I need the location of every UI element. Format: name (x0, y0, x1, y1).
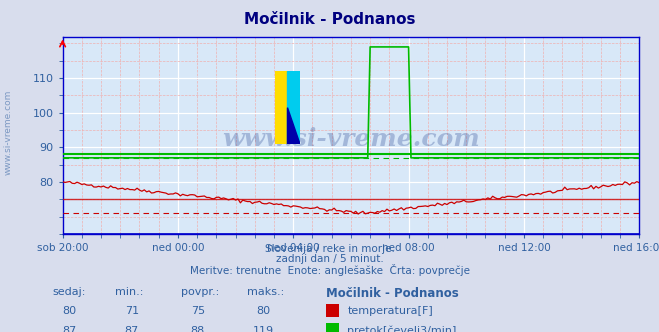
Text: 88: 88 (190, 326, 205, 332)
Text: www.si-vreme.com: www.si-vreme.com (3, 90, 13, 176)
Text: www.si-vreme.com: www.si-vreme.com (222, 127, 480, 151)
Text: 75: 75 (190, 306, 205, 316)
Text: Močilnik - Podnanos: Močilnik - Podnanos (244, 12, 415, 27)
Text: 80: 80 (62, 306, 76, 316)
Polygon shape (287, 71, 300, 144)
Text: 87: 87 (125, 326, 139, 332)
Text: pretok[čevelj3/min]: pretok[čevelj3/min] (347, 326, 457, 332)
Text: 119: 119 (253, 326, 274, 332)
Text: temperatura[F]: temperatura[F] (347, 306, 433, 316)
Text: 80: 80 (256, 306, 271, 316)
Text: 71: 71 (125, 306, 139, 316)
Text: zadnji dan / 5 minut.: zadnji dan / 5 minut. (275, 254, 384, 264)
Text: Slovenija / reke in morje.: Slovenija / reke in morje. (264, 244, 395, 254)
Polygon shape (275, 71, 287, 144)
Text: Močilnik - Podnanos: Močilnik - Podnanos (326, 287, 459, 300)
Text: Meritve: trenutne  Enote: anglešaške  Črta: povprečje: Meritve: trenutne Enote: anglešaške Črta… (190, 264, 469, 276)
Text: 87: 87 (62, 326, 76, 332)
Text: sedaj:: sedaj: (53, 287, 86, 297)
Polygon shape (287, 108, 300, 144)
Text: maks.:: maks.: (247, 287, 285, 297)
Text: povpr.:: povpr.: (181, 287, 219, 297)
Text: min.:: min.: (115, 287, 144, 297)
